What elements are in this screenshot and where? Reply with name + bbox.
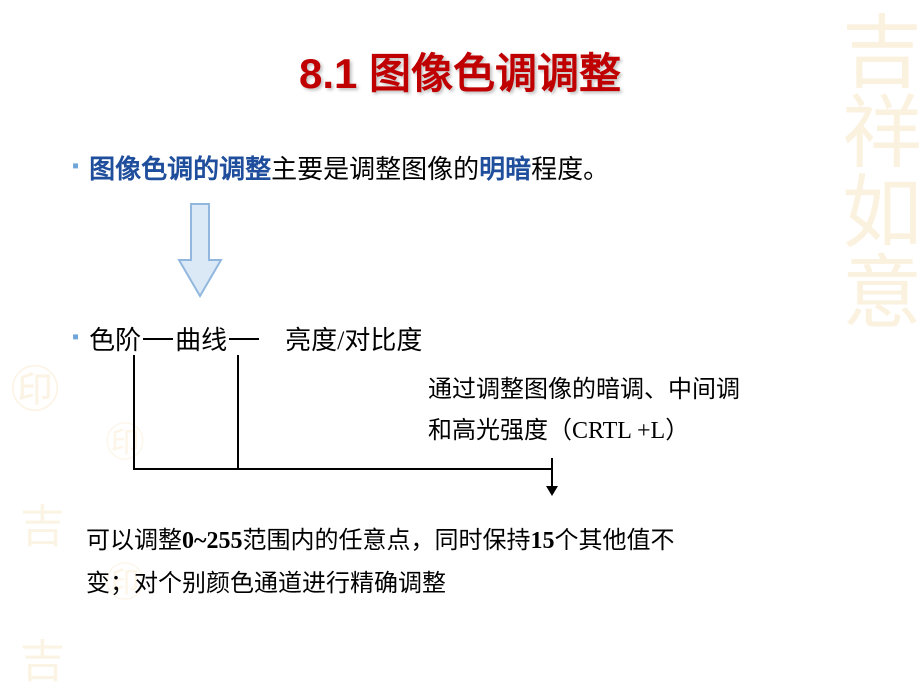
bullet-marker-icon: ▪ — [72, 326, 79, 349]
desc-line1: 通过调整图像的暗调、中间调 — [428, 370, 740, 411]
bullet-1: ▪ 图像色调的调整主要是调整图像的明暗程度。 — [72, 149, 920, 186]
connector-line — [133, 355, 135, 470]
item-curves: 曲线 — [175, 320, 227, 357]
decorative-seal: 吉 — [20, 625, 65, 690]
connector-hline — [229, 338, 259, 340]
bullet-1-text: 图像色调的调整主要是调整图像的明暗程度。 — [89, 149, 609, 186]
text-segment: 图像色调的调整 — [89, 155, 271, 184]
connector-line — [551, 458, 553, 488]
connector-hline — [143, 338, 173, 340]
bottom-line2: 变；对个别颜色通道进行精确调整 — [86, 563, 876, 606]
connector-line — [237, 355, 239, 470]
bottom-line1: 可以调整0~255范围内的任意点，同时保持15个其他值不 — [86, 520, 876, 563]
text-segment: 明暗 — [479, 155, 531, 184]
slide-title: 8.1 图像色调调整 — [0, 0, 920, 101]
connector-line — [133, 468, 553, 470]
bottom-paragraph: 可以调整0~255范围内的任意点，同时保持15个其他值不 变；对个别颜色通道进行… — [86, 520, 876, 606]
bullet-2: ▪ 色阶 曲线 亮度/对比度 — [72, 320, 422, 357]
desc-line2: 和高光强度（CRTL +L） — [428, 411, 740, 452]
decorative-seal: 吉 — [20, 490, 65, 555]
item-levels: 色阶 — [89, 320, 141, 357]
description-text: 通过调整图像的暗调、中间调 和高光强度（CRTL +L） — [428, 370, 740, 452]
bullet-marker-icon: ▪ — [72, 155, 79, 178]
item-brightness-contrast: 亮度/对比度 — [285, 320, 422, 357]
arrow-down-icon — [175, 200, 225, 305]
bullet-2-text: 色阶 曲线 亮度/对比度 — [89, 320, 422, 357]
decorative-seal: ㊞ — [10, 350, 60, 422]
arrowhead-icon — [546, 486, 558, 496]
decorative-seal: ㊞ — [105, 410, 145, 468]
text-segment: 程度。 — [531, 155, 609, 184]
text-segment: 主要是调整图像的 — [271, 155, 479, 184]
